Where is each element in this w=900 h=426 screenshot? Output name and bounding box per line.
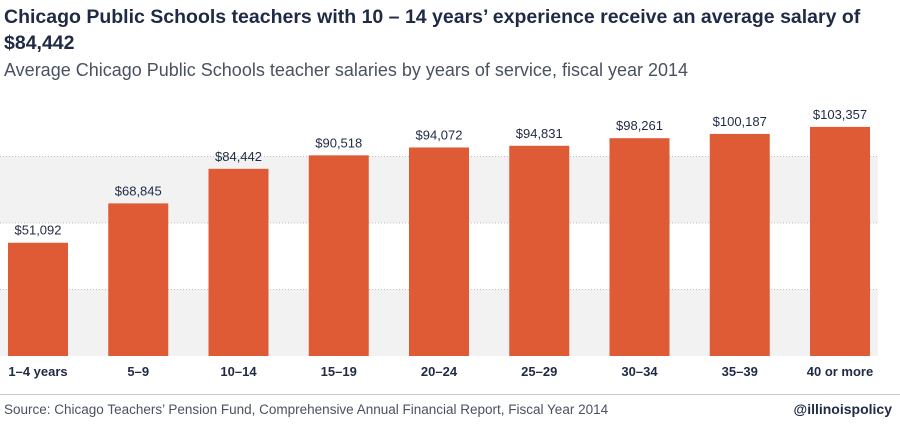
value-label: $94,831: [516, 126, 563, 141]
category-label: 40 or more: [807, 364, 873, 379]
category-label: 35–39: [722, 364, 758, 379]
value-label: $84,442: [215, 149, 262, 164]
category-label: 10–14: [220, 364, 257, 379]
category-label: 25–29: [521, 364, 557, 379]
value-label: $90,518: [315, 135, 362, 150]
value-label: $51,092: [15, 223, 62, 238]
category-labels: 1–4 years 5–9 10–14 15–19 20–24 25–29 30–34 35–…: [8, 364, 873, 379]
chart-subtitle: Average Chicago Public Schools teacher s…: [4, 60, 689, 80]
category-label: 1–4 years: [8, 364, 67, 379]
category-label: 30–34: [621, 364, 658, 379]
value-label: $98,261: [616, 118, 663, 133]
bar: [409, 147, 469, 356]
value-label: $68,845: [115, 183, 162, 198]
category-label: 5–9: [127, 364, 149, 379]
bar: [8, 242, 68, 356]
value-labels: $51,092 $68,845 $84,442 $90,518 $94,072 $94,8…: [15, 107, 868, 238]
value-label: $100,187: [713, 114, 767, 129]
source-note: Source: Chicago Teachers’ Pension Fund, …: [4, 402, 609, 417]
bar: [509, 145, 570, 356]
social-handle: @illinoispolicy: [793, 401, 892, 417]
category-label: 15–19: [321, 364, 357, 379]
footer-divider: [0, 394, 900, 395]
bar: [108, 203, 169, 356]
bars: [8, 126, 870, 356]
bar: [308, 155, 369, 356]
bar: [709, 133, 770, 356]
category-label: 20–24: [421, 364, 458, 379]
chart-title: Chicago Public Schools teachers with 10 …: [4, 6, 861, 54]
value-label: $94,072: [416, 127, 463, 142]
bar-chart: $51,092 $68,845 $84,442 $90,518 $94,072 $94,8…: [0, 107, 878, 379]
value-label: $103,357: [813, 107, 867, 122]
bar: [810, 126, 870, 356]
bar: [208, 168, 269, 356]
bar: [609, 138, 670, 356]
